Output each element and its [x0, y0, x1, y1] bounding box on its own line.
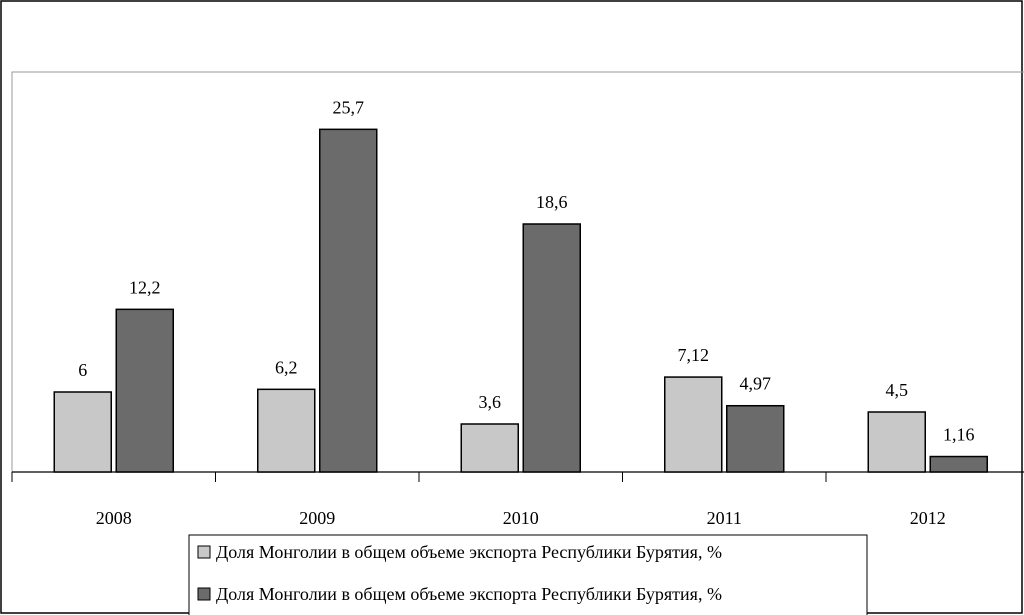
x-tick-label: 2011 [707, 508, 742, 528]
bar [115, 308, 174, 473]
x-tick-label: 2009 [299, 508, 335, 528]
x-tick-label: 2010 [503, 508, 539, 528]
legend-swatch [197, 587, 211, 601]
data-label: 18,6 [536, 192, 568, 212]
bar [664, 376, 723, 473]
legend-label: Доля Монголии в общем объеме экспорта Ре… [216, 542, 722, 562]
data-label: 25,7 [333, 97, 365, 117]
bar [257, 388, 316, 473]
bar [460, 423, 519, 473]
bar [867, 411, 926, 473]
data-label: 4,97 [740, 374, 772, 394]
legend-label: Доля Монголии в общем объеме экспорта Ре… [216, 584, 722, 604]
legend-swatch [197, 545, 211, 559]
data-label: 6 [78, 360, 87, 380]
data-label: 6,2 [275, 357, 298, 377]
x-tick-label: 2012 [910, 508, 946, 528]
data-label: 12,2 [129, 277, 161, 297]
legend-box [188, 534, 868, 615]
bar [726, 404, 785, 473]
bar [53, 391, 112, 473]
bar [929, 455, 988, 473]
data-label: 1,16 [943, 425, 975, 445]
data-label: 4,5 [886, 380, 909, 400]
data-label: 7,12 [678, 345, 710, 365]
data-label: 3,6 [479, 392, 502, 412]
bar [319, 128, 378, 473]
x-tick-label: 2008 [96, 508, 132, 528]
bar [522, 223, 581, 473]
